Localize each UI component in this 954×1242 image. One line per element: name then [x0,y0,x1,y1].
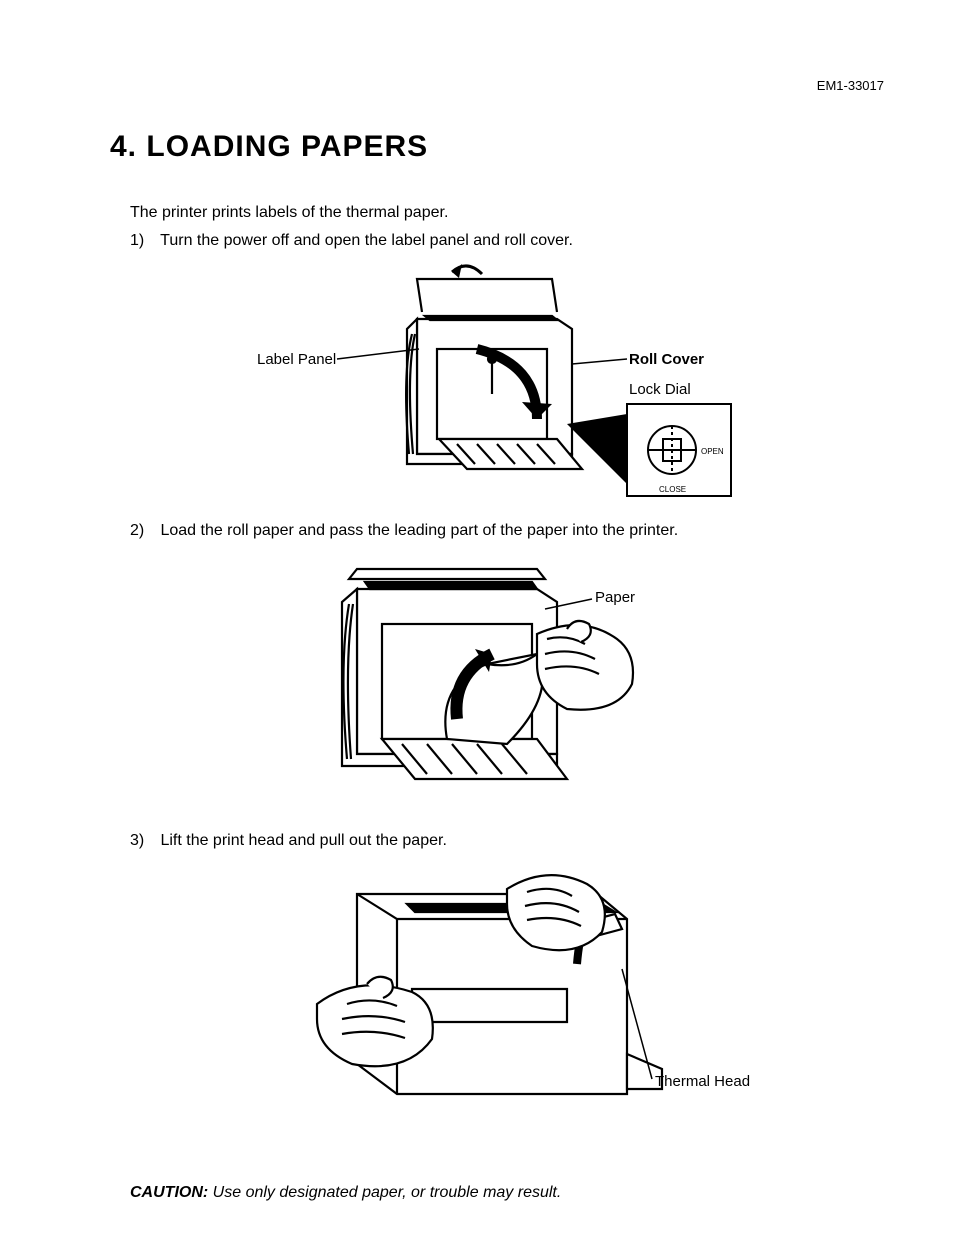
paper-label: Paper [595,589,635,606]
step-3: 3) Lift the print head and pull out the … [130,832,864,850]
step-3-text: Lift the print head and pull out the pap… [160,832,446,849]
step-2-number: 2) [130,522,156,540]
section-title-text: LOADING PAPERS [146,130,428,163]
document-id: EM1-33017 [817,78,884,93]
label-panel-label: Label Panel [257,351,336,368]
close-label: CLOSE [659,485,686,494]
figure-2: Paper [110,544,864,824]
figure-1: Label Panel Roll Cover Lock Dial OPEN CL… [110,254,864,514]
section-title: 4. LOADING PAPERS [110,130,864,164]
figure-2-svg: Paper [237,544,737,824]
open-label: OPEN [701,447,724,456]
section-number: 4. [110,130,137,163]
step-2-text: Load the roll paper and pass the leading… [160,522,678,539]
caution-label: CAUTION: [130,1184,208,1201]
intro-text: The printer prints labels of the thermal… [130,204,864,222]
roll-cover-label: Roll Cover [629,351,704,368]
figure-1-svg: Label Panel Roll Cover Lock Dial OPEN CL… [207,254,767,514]
caution: CAUTION: Use only designated paper, or t… [130,1184,864,1202]
thermal-head-label: Thermal Head [655,1073,750,1090]
step-2: 2) Load the roll paper and pass the lead… [130,522,864,540]
step-1: 1) Turn the power off and open the label… [130,232,864,250]
step-1-text: Turn the power off and open the label pa… [160,232,573,249]
lock-dial-label: Lock Dial [629,381,691,398]
page: EM1-33017 4. LOADING PAPERS The printer … [0,0,954,1242]
figure-3-svg: Thermal Head [207,854,767,1154]
caution-text: Use only designated paper, or trouble ma… [213,1184,562,1201]
figure-3: Thermal Head [110,854,864,1154]
step-3-number: 3) [130,832,156,850]
step-1-number: 1) [130,232,156,250]
